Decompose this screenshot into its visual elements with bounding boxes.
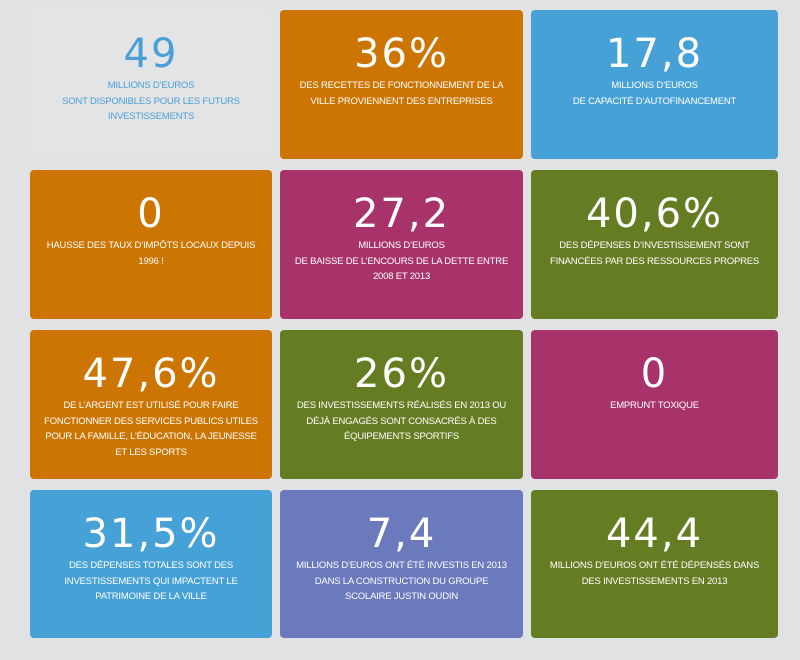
stat-tile: 40,6% DES DÉPENSES D’INVESTISSEMENT SONT… (531, 170, 778, 319)
stat-tile: 7,4 MILLIONS D’EUROS ONT ÉTÉ INVESTIS EN… (280, 490, 523, 638)
stat-description: DES DÉPENSES D’INVESTISSEMENT SONT FINAN… (549, 240, 760, 267)
stat-description: DES RECETTES DE FONCTIONNEMENT DE LA VIL… (299, 80, 504, 107)
stat-tile: 26% DES INVESTISSEMENTS RÉALISÉS EN 2013… (280, 330, 523, 479)
stat-number: 0 (640, 351, 669, 397)
stat-number: 36% (354, 31, 449, 77)
stat-number: 49 (123, 31, 179, 77)
stat-description: DES DÉPENSES TOTALES SONT DES INVESTISSE… (64, 560, 238, 602)
stat-description: MILLIONS D’EUROS DE CAPACITÉ D’AUTOFINAN… (572, 80, 737, 107)
stat-description: DE L’ARGENT EST UTILISÉ POUR FAIRE FONCT… (44, 400, 258, 458)
stat-number: 40,6% (585, 191, 724, 237)
stat-number: 27,2 (352, 191, 451, 237)
stat-description: MILLIONS D’EUROS ONT ÉTÉ DÉPENSÉS DANS D… (549, 560, 760, 587)
stat-tile: 31,5% DES DÉPENSES TOTALES SONT DES INVE… (30, 490, 272, 638)
stat-number: 47,6% (82, 351, 220, 397)
stat-number: 7,4 (366, 511, 437, 557)
stat-description: EMPRUNT TOXIQUE (610, 400, 699, 411)
stat-tile: 47,6% DE L’ARGENT EST UTILISÉ POUR FAIRE… (30, 330, 272, 479)
stat-tile: 0 HAUSSE DES TAUX D’IMPÔTS LOCAUX DEPUIS… (30, 170, 272, 319)
stat-description: MILLIONS D’EUROS DE BAISSE DE L’ENCOURS … (294, 240, 509, 282)
stat-number: 17,8 (605, 31, 704, 77)
stat-number: 31,5% (82, 511, 220, 557)
stat-description: DES INVESTISSEMENTS RÉALISÉS EN 2013 OU … (296, 400, 507, 442)
stat-description: MILLIONS D’EUROS SONT DISPONIBLES POUR L… (62, 80, 240, 122)
stat-tile: 36% DES RECETTES DE FONCTIONNEMENT DE LA… (280, 10, 523, 159)
stat-tile: 0 EMPRUNT TOXIQUE (531, 330, 778, 479)
stat-number: 26% (354, 351, 449, 397)
stat-tile: 17,8 MILLIONS D’EUROS DE CAPACITÉ D’AUTO… (531, 10, 778, 159)
stat-description: HAUSSE DES TAUX D’IMPÔTS LOCAUX DEPUIS 1… (46, 240, 256, 267)
stat-tile: 27,2 MILLIONS D’EUROS DE BAISSE DE L’ENC… (280, 170, 523, 319)
stat-number: 0 (137, 191, 165, 237)
stat-description: MILLIONS D’EUROS ONT ÉTÉ INVESTIS EN 201… (296, 560, 507, 602)
stat-tile: 44,4 MILLIONS D’EUROS ONT ÉTÉ DÉPENSÉS D… (531, 490, 778, 638)
stat-tile: 49 MILLIONS D’EUROS SONT DISPONIBLES POU… (30, 10, 272, 159)
stat-number: 44,4 (605, 511, 704, 557)
